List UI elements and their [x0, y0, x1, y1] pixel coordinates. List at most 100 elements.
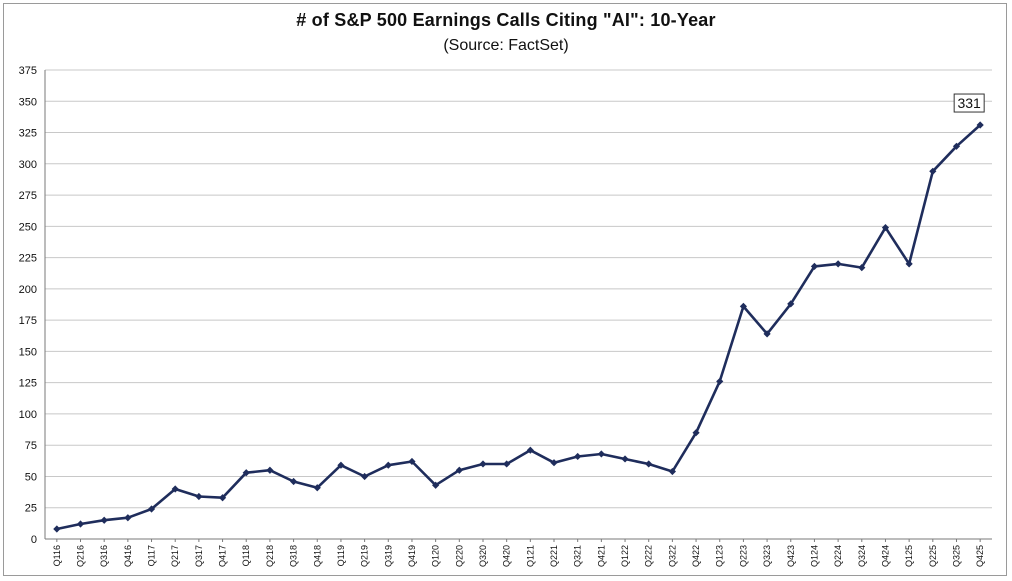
y-tick-label: 325 — [19, 128, 37, 140]
x-tick-label: Q324 — [857, 545, 867, 567]
data-point — [787, 300, 795, 308]
data-point — [763, 330, 771, 338]
data-point — [171, 485, 179, 493]
x-tick-label: Q318 — [289, 545, 299, 567]
data-point — [621, 455, 629, 463]
x-tick-label: Q122 — [620, 545, 630, 567]
data-point — [313, 484, 321, 492]
data-point — [242, 469, 250, 477]
gridlines — [45, 69, 992, 509]
y-tick-label: 350 — [19, 96, 37, 108]
data-point — [337, 461, 345, 469]
data-point — [289, 477, 298, 486]
x-axis: Q116 Q216 Q316 Q416 Q117 Q217 Q317 Q417 Q118 Q218… — [45, 538, 992, 567]
x-tick-label: Q418 — [312, 545, 322, 567]
chart-title: # of S&P 500 Earnings Calls Citing "AI":… — [296, 10, 716, 30]
data-point — [218, 494, 227, 502]
x-tick-label: Q419 — [407, 545, 417, 567]
data-point — [976, 121, 984, 129]
data-point — [408, 457, 416, 466]
y-tick-label: 375 — [19, 65, 37, 77]
data-point — [597, 450, 605, 458]
y-tick-label: 0 — [31, 534, 37, 546]
y-tick-label: 75 — [25, 440, 37, 452]
x-tick-label: Q422 — [691, 545, 701, 567]
x-tick-label: Q220 — [454, 545, 464, 567]
x-tick-label: Q121 — [525, 545, 535, 567]
x-tick-label: Q217 — [170, 545, 180, 567]
y-tick-label: 25 — [25, 503, 37, 515]
data-point — [432, 481, 440, 489]
x-tick-label: Q124 — [809, 545, 819, 567]
chart-frame — [3, 3, 1007, 576]
data-point — [716, 377, 724, 386]
x-tick-label: Q323 — [762, 545, 772, 567]
data-point — [361, 472, 369, 481]
x-tick-label: Q218 — [265, 545, 275, 567]
x-tick-label: Q321 — [573, 545, 583, 567]
y-tick-label: 200 — [19, 284, 37, 296]
x-tick-label: Q216 — [76, 545, 86, 567]
annotation-box — [953, 93, 985, 113]
y-axis: 0 25 50 75 100 125 150 175 200 225 250 275 300 325 350… — [19, 65, 46, 546]
x-tick-label: Q219 — [360, 545, 370, 567]
data-point — [455, 466, 463, 474]
data-point — [195, 492, 203, 501]
y-tick-label: 275 — [19, 190, 37, 202]
data-point — [479, 460, 487, 468]
series-polyline — [56, 124, 982, 531]
x-tick-label: Q117 — [147, 545, 157, 566]
x-tick-label: Q424 — [880, 545, 890, 567]
x-tick-label: Q225 — [928, 545, 938, 567]
data-point — [881, 223, 890, 232]
y-tick-label: 150 — [19, 346, 37, 358]
x-tick-label: Q317 — [194, 545, 204, 567]
data-point — [100, 516, 108, 524]
data-point — [147, 505, 156, 513]
data-point — [266, 466, 274, 474]
x-tick-label: Q421 — [596, 545, 606, 567]
data-point — [384, 461, 392, 469]
data-point — [834, 260, 842, 268]
x-tick-label: Q119 — [336, 545, 346, 566]
data-point — [645, 460, 653, 468]
annotation-label: 331 — [957, 95, 981, 111]
data-point — [858, 264, 866, 272]
x-tick-label: Q222 — [644, 545, 654, 567]
x-tick-label: Q123 — [715, 545, 725, 567]
data-point — [692, 429, 700, 437]
data-point — [929, 167, 937, 175]
x-tick-label: Q423 — [786, 545, 796, 567]
x-tick-label: Q118 — [241, 545, 251, 566]
y-tick-label: 50 — [25, 471, 37, 483]
y-tick-label: 125 — [19, 378, 37, 390]
x-tick-label: Q120 — [431, 545, 441, 567]
x-tick-label: Q224 — [833, 545, 843, 567]
x-tick-label: Q125 — [904, 545, 914, 567]
data-point — [76, 520, 85, 528]
x-tick-label: Q223 — [738, 545, 748, 567]
annotations: 331 — [953, 93, 985, 113]
y-tick-label: 225 — [19, 253, 37, 265]
data-point — [550, 459, 558, 467]
data-point — [905, 260, 913, 268]
x-tick-label: Q316 — [99, 545, 109, 567]
data-point — [952, 142, 961, 150]
x-tick-label: Q221 — [549, 545, 559, 567]
chart-subtitle: (Source: FactSet) — [443, 37, 569, 54]
data-point — [739, 302, 748, 310]
x-tick-label: Q425 — [975, 545, 985, 567]
x-tick-label: Q416 — [123, 545, 133, 567]
x-tick-label: Q417 — [218, 545, 228, 567]
data-point — [574, 452, 582, 461]
x-tick-label: Q320 — [478, 545, 488, 567]
data-point — [526, 446, 534, 454]
x-tick-label: Q322 — [667, 545, 677, 567]
x-tick-label: Q319 — [383, 545, 393, 567]
y-tick-label: 300 — [19, 159, 37, 171]
data-point — [810, 262, 819, 270]
y-tick-label: 100 — [19, 409, 37, 421]
data-point — [503, 460, 511, 468]
data-point — [53, 525, 61, 533]
